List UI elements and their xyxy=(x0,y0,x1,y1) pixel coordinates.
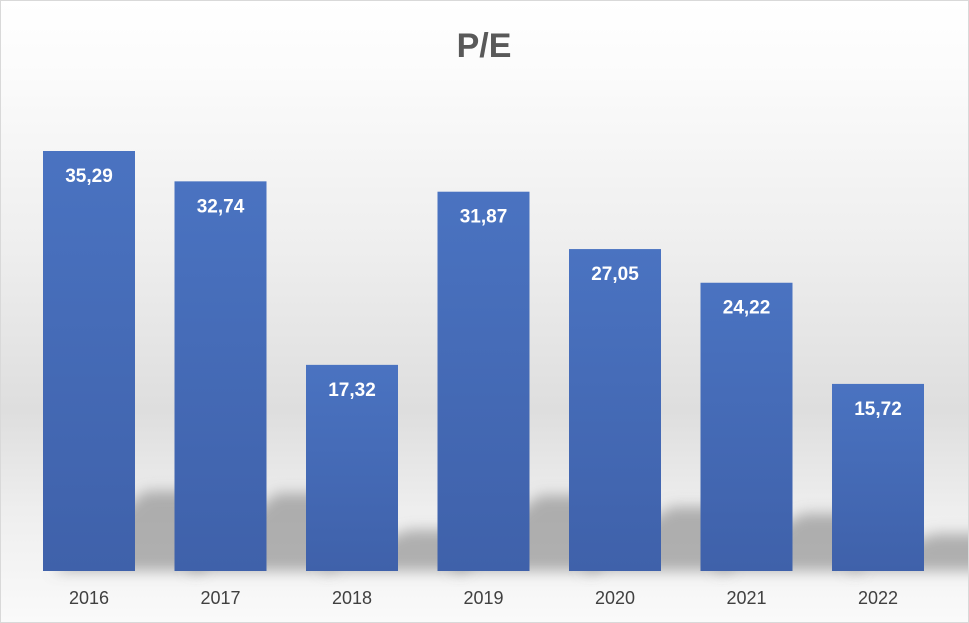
x-tick-label-2020: 2020 xyxy=(595,588,635,608)
bars-group xyxy=(43,151,924,571)
x-tick-label-2022: 2022 xyxy=(858,588,898,608)
bar-2018 xyxy=(306,364,398,571)
bar-2022 xyxy=(832,383,924,571)
chart-title: P/E xyxy=(457,27,512,65)
data-label-2016: 35,29 xyxy=(65,166,113,187)
data-label-2020: 27,05 xyxy=(591,264,639,285)
data-labels-group: 35,29 32,74 17,32 31,87 27,05 24,22 15,72 xyxy=(65,166,902,420)
x-tick-label-2017: 2017 xyxy=(200,588,240,608)
x-tick-label-2019: 2019 xyxy=(463,588,503,608)
x-tick-label-2021: 2021 xyxy=(726,588,766,608)
data-label-2021: 24,22 xyxy=(723,298,771,319)
x-tick-label-2018: 2018 xyxy=(332,588,372,608)
data-label-2019: 31,87 xyxy=(460,207,508,228)
data-label-2017: 32,74 xyxy=(197,196,245,217)
bar-2021 xyxy=(700,282,793,571)
bar-2017 xyxy=(174,181,267,571)
x-axis-tick-labels: 2016 2017 2018 2019 2020 2021 2022 xyxy=(69,588,898,608)
bar-2019 xyxy=(437,191,530,571)
data-label-2022: 15,72 xyxy=(854,399,902,420)
bar-2020 xyxy=(569,249,661,571)
bar-2016 xyxy=(43,151,135,571)
x-tick-label-2016: 2016 xyxy=(69,588,109,608)
data-label-2018: 17,32 xyxy=(328,380,376,401)
